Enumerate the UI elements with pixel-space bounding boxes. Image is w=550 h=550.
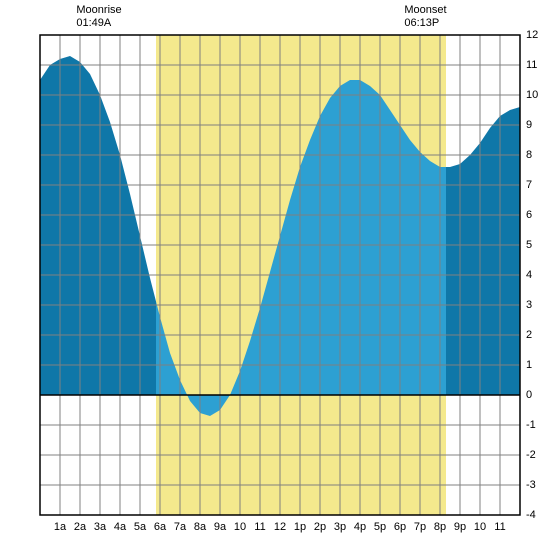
y-tick-label: 8 <box>526 149 532 161</box>
y-tick-label: -3 <box>526 479 536 491</box>
y-tick-label: 11 <box>526 59 537 71</box>
x-tick-label: 9p <box>454 521 466 533</box>
y-tick-label: 9 <box>526 119 532 131</box>
x-tick-label: 3a <box>94 521 106 533</box>
top-annotations: Moonrise 01:49A Moonset 06:13P <box>0 4 550 34</box>
y-tick-label: 7 <box>526 179 532 191</box>
chart-svg <box>0 0 550 550</box>
y-tick-label: -1 <box>526 419 536 431</box>
moonset-time: 06:13P <box>404 17 446 30</box>
x-tick-label: 6p <box>394 521 406 533</box>
y-tick-label: -2 <box>526 449 536 461</box>
y-tick-label: 0 <box>526 389 532 401</box>
x-tick-label: 7a <box>174 521 186 533</box>
x-tick-label: 3p <box>334 521 346 533</box>
moonset-annotation: Moonset 06:13P <box>404 4 446 30</box>
x-tick-label: 9a <box>214 521 226 533</box>
y-tick-label: -4 <box>526 509 536 521</box>
x-tick-label: 2a <box>74 521 86 533</box>
y-tick-label: 10 <box>526 89 538 101</box>
x-tick-label: 11 <box>494 521 505 533</box>
x-tick-label: 4p <box>354 521 366 533</box>
x-tick-label: 5a <box>134 521 146 533</box>
y-tick-label: 1 <box>526 359 532 371</box>
y-tick-label: 12 <box>526 29 538 41</box>
x-tick-label: 1a <box>54 521 66 533</box>
y-tick-label: 2 <box>526 329 532 341</box>
x-tick-label: 2p <box>314 521 326 533</box>
moonset-title: Moonset <box>404 4 446 17</box>
x-tick-label: 10 <box>474 521 486 533</box>
moonrise-title: Moonrise <box>76 4 121 17</box>
x-tick-label: 8a <box>194 521 206 533</box>
x-tick-label: 4a <box>114 521 126 533</box>
x-tick-label: 10 <box>234 521 246 533</box>
tide-chart: Moonrise 01:49A Moonset 06:13P 1a 2a 3a 4a 5… <box>0 0 550 550</box>
x-tick-label: 6a <box>154 521 166 533</box>
y-tick-label: 4 <box>526 269 532 281</box>
y-tick-label: 6 <box>526 209 532 221</box>
x-tick-label: 11 <box>254 521 265 533</box>
y-tick-label: 5 <box>526 239 532 251</box>
moonrise-annotation: Moonrise 01:49A <box>76 4 121 30</box>
x-tick-label: 8p <box>434 521 446 533</box>
x-tick-label: 1p <box>294 521 306 533</box>
x-tick-label: 7p <box>414 521 426 533</box>
moonrise-time: 01:49A <box>76 17 121 30</box>
x-tick-label: 5p <box>374 521 386 533</box>
x-tick-label: 12 <box>274 521 286 533</box>
y-tick-label: 3 <box>526 299 532 311</box>
